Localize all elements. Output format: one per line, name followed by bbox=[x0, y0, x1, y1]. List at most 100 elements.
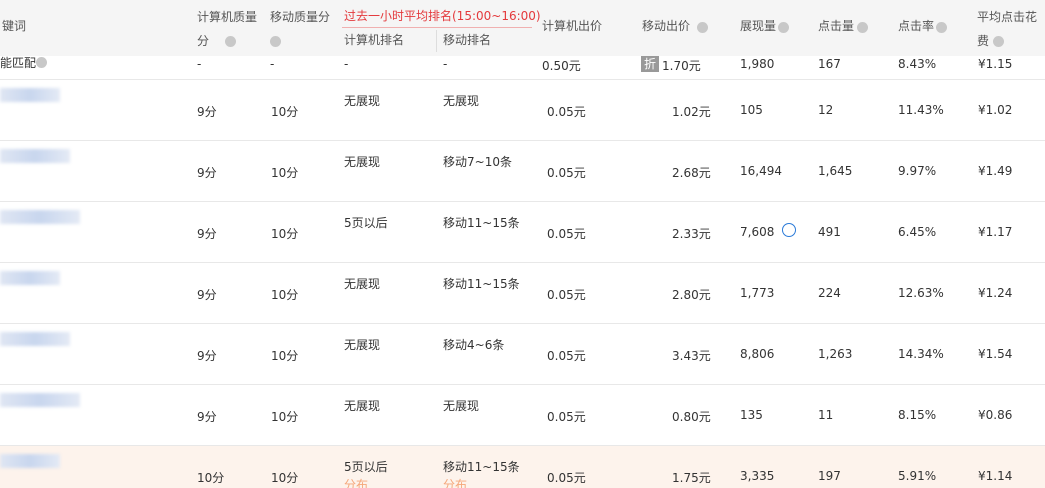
cell: ¥0.86 bbox=[978, 408, 1013, 422]
cell: 8.43% bbox=[898, 57, 937, 71]
column-header[interactable]: 展现量 bbox=[740, 19, 777, 33]
cell: 移动7~10条 bbox=[443, 155, 512, 169]
row bbox=[0, 202, 1045, 263]
keyword-blurred bbox=[0, 88, 60, 102]
cell: 224 bbox=[818, 286, 841, 300]
cell: 1,645 bbox=[818, 164, 853, 178]
cell: 14.34% bbox=[898, 347, 944, 361]
rank-group-header: 过去一小时平均排名(15:00~16:00) bbox=[344, 9, 541, 23]
row bbox=[0, 324, 1045, 385]
cell: 1,263 bbox=[818, 347, 853, 361]
help-icon bbox=[936, 22, 947, 33]
cell: 移动4~6条 bbox=[443, 338, 505, 352]
cell: 9分 bbox=[197, 349, 217, 363]
column-header[interactable]: 点击量 bbox=[818, 19, 855, 33]
cell: 无展现 bbox=[443, 94, 480, 108]
cell: 12.63% bbox=[898, 286, 944, 300]
keyword: 能匹配 bbox=[0, 56, 37, 70]
cell: 10分 bbox=[271, 166, 299, 180]
help-icon bbox=[857, 22, 868, 33]
column-header[interactable]: 计算机质量分 bbox=[197, 10, 258, 48]
cell: 无展现 bbox=[344, 155, 381, 169]
row bbox=[0, 80, 1045, 141]
cell: 1.70元 bbox=[662, 59, 701, 73]
cell: 9分 bbox=[197, 410, 217, 424]
cell: 0.05元 bbox=[547, 471, 586, 485]
row bbox=[0, 263, 1045, 324]
cell: 16,494 bbox=[740, 164, 782, 178]
cell: ¥1.15 bbox=[978, 57, 1013, 71]
column-header[interactable]: 移动出价 bbox=[642, 19, 691, 33]
row bbox=[0, 446, 1045, 488]
cell: 0.05元 bbox=[547, 288, 586, 302]
keyword-blurred bbox=[0, 393, 80, 407]
cell: 197 bbox=[818, 469, 841, 483]
cell: 1.02元 bbox=[672, 105, 711, 119]
keyword-blurred bbox=[0, 149, 70, 163]
cell: 1.75元 bbox=[672, 471, 711, 485]
cell: 0.05元 bbox=[547, 410, 586, 424]
cell: ¥1.49 bbox=[978, 164, 1013, 178]
rank-note[interactable]: 分布 bbox=[344, 478, 369, 488]
keyword-blurred bbox=[0, 271, 60, 285]
cell: 2.68元 bbox=[672, 166, 711, 180]
cell: 9分 bbox=[197, 105, 217, 119]
column-header[interactable]: 点击率 bbox=[898, 19, 935, 33]
cell: 167 bbox=[818, 57, 841, 71]
help-icon bbox=[225, 36, 236, 47]
cell: ¥1.24 bbox=[978, 286, 1013, 300]
cell: 2.80元 bbox=[672, 288, 711, 302]
cell: 10分 bbox=[197, 471, 225, 485]
cell: 11.43% bbox=[898, 103, 944, 117]
cell: 3,335 bbox=[740, 469, 775, 483]
help-icon bbox=[778, 22, 789, 33]
keyword-blurred bbox=[0, 210, 80, 224]
keyword-blurred bbox=[0, 332, 70, 346]
cell: 无展现 bbox=[344, 94, 381, 108]
cell: 0.05元 bbox=[547, 166, 586, 180]
table-header bbox=[0, 0, 1045, 56]
cell: 0.50元 bbox=[542, 59, 581, 73]
row bbox=[0, 56, 1045, 80]
cell: 0.80元 bbox=[672, 410, 711, 424]
discount-badge: 折 bbox=[641, 56, 660, 72]
rank-sub-header: 计算机排名 bbox=[344, 33, 405, 47]
cell: 5页以后 bbox=[344, 216, 388, 230]
help-icon bbox=[36, 57, 47, 68]
column-header[interactable]: 平均点击花费 bbox=[977, 10, 1038, 48]
cell: - bbox=[443, 57, 448, 71]
cell: - bbox=[197, 57, 202, 71]
cell: 移动11~15条 bbox=[443, 216, 520, 230]
row bbox=[0, 141, 1045, 202]
cell: 0.05元 bbox=[547, 227, 586, 241]
column-header[interactable]: 计算机出价 bbox=[542, 19, 603, 33]
cell: 5页以后 bbox=[344, 460, 388, 474]
cell: ¥1.54 bbox=[978, 347, 1013, 361]
cell: 135 bbox=[740, 408, 763, 422]
cell: 无展现 bbox=[344, 399, 381, 413]
cell: 9分 bbox=[197, 166, 217, 180]
cell: 105 bbox=[740, 103, 763, 117]
divider bbox=[342, 27, 532, 28]
download-icon[interactable] bbox=[782, 223, 796, 237]
cell: 10分 bbox=[271, 227, 299, 241]
cell: 12 bbox=[818, 103, 834, 117]
cell: 0.05元 bbox=[547, 105, 586, 119]
cell: 8,806 bbox=[740, 347, 775, 361]
column-header[interactable]: 移动质量分 bbox=[270, 10, 331, 24]
cell: 3.43元 bbox=[672, 349, 711, 363]
rank-sub-header: 移动排名 bbox=[443, 33, 492, 47]
rank-note[interactable]: 分布 bbox=[443, 478, 468, 488]
cell: 0.05元 bbox=[547, 349, 586, 363]
cell: 6.45% bbox=[898, 225, 937, 239]
cell: ¥1.17 bbox=[978, 225, 1013, 239]
cell: 2.33元 bbox=[672, 227, 711, 241]
cell: 移动11~15条 bbox=[443, 460, 520, 474]
column-header[interactable]: 键词 bbox=[2, 19, 27, 33]
cell: 11 bbox=[818, 408, 834, 422]
cell: 无展现 bbox=[443, 399, 480, 413]
help-icon bbox=[270, 36, 281, 47]
cell: 无展现 bbox=[344, 277, 381, 291]
keyword-blurred bbox=[0, 454, 60, 468]
